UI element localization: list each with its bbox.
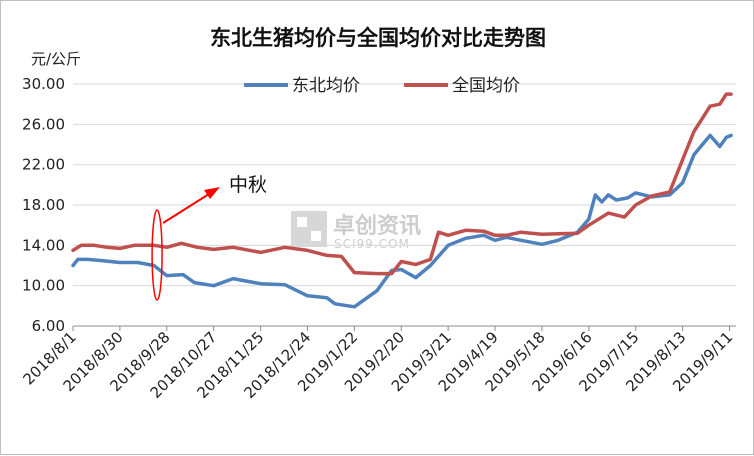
series-line-0 [71, 133, 733, 309]
y-tick-label: 14.00 [22, 236, 65, 254]
y-tick-label: 26.00 [22, 115, 65, 133]
y-tick-label: 22.00 [22, 156, 65, 174]
annotation-arrowhead [204, 187, 220, 199]
x-axis: 2018/8/12018/8/302018/9/282018/10/272018… [19, 325, 736, 402]
annotation-ellipse [151, 209, 163, 301]
gridlines [73, 83, 736, 287]
y-axis-unit: 元/公斤 [31, 50, 81, 68]
series-line-1 [71, 92, 733, 276]
y-tick-label: 30.00 [22, 75, 65, 93]
watermark-logo-icon [291, 211, 327, 247]
legend-label-0: 东北均价 [292, 76, 360, 96]
chart-title: 东北生猪均价与全国均价对比走势图 [210, 26, 546, 50]
watermark-url: SCI99.COM [334, 237, 410, 251]
legend-label-1: 全国均价 [452, 76, 520, 96]
y-axis-ticks: 30.00 26.00 22.00 18.00 14.00 10.00 6.00 [22, 75, 65, 335]
watermark: 卓创资讯 SCI99.COM [291, 211, 421, 251]
y-tick-label: 10.00 [22, 277, 65, 295]
annotation-label: 中秋 [229, 174, 267, 196]
y-tick-label: 6.00 [32, 317, 65, 335]
annotation-arrow-line [162, 193, 210, 224]
series-lines [71, 92, 733, 309]
watermark-text: 卓创资讯 [333, 214, 421, 239]
legend: 东北均价 全国均价 [244, 76, 520, 96]
y-tick-label: 18.00 [22, 196, 65, 214]
mid-autumn-annotation: 中秋 [151, 174, 267, 301]
